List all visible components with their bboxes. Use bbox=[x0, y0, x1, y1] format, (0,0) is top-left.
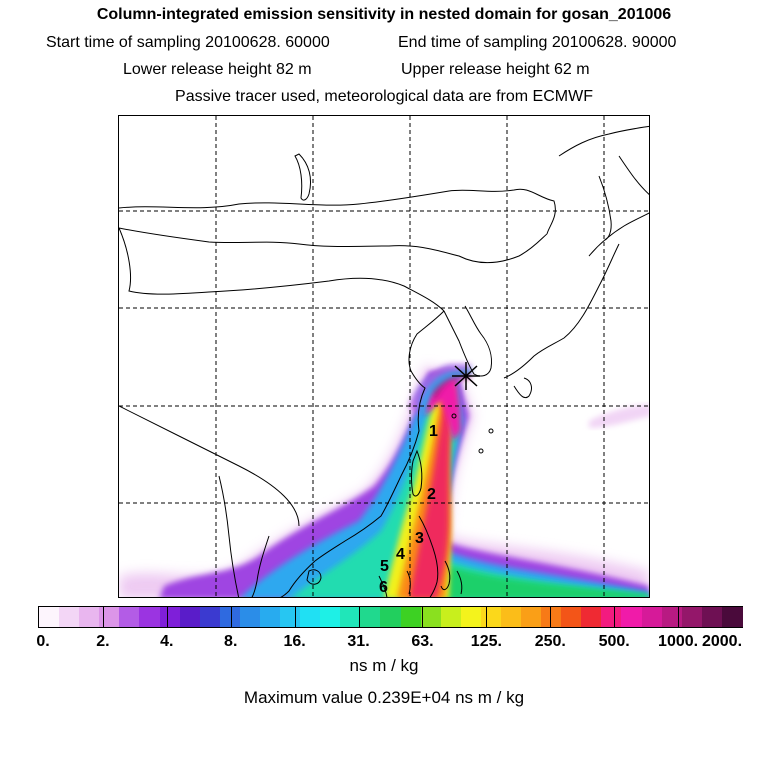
colorbar-swatch bbox=[320, 607, 341, 627]
colorbar-swatch bbox=[521, 607, 542, 627]
colorbar-swatch bbox=[440, 607, 462, 627]
coastlines bbox=[119, 125, 649, 597]
marker-3: 3 bbox=[415, 530, 424, 547]
colorbar-tick-label: 0. bbox=[36, 633, 50, 650]
colorbar-swatch bbox=[179, 607, 201, 627]
colorbar-swatch bbox=[721, 607, 743, 627]
units-label: ns m / kg bbox=[349, 656, 419, 675]
marker-1: 1 bbox=[429, 423, 438, 440]
colorbar-swatch bbox=[380, 607, 402, 627]
map-frame: 1 2 3 4 5 6 bbox=[118, 115, 650, 598]
marker-2: 2 bbox=[427, 486, 436, 503]
colorbar-swatch bbox=[701, 607, 723, 627]
colorbar-swatch bbox=[59, 607, 80, 627]
colorbar-swatch bbox=[480, 607, 502, 627]
colorbar-swatch bbox=[500, 607, 522, 627]
colorbar-swatch bbox=[259, 607, 281, 627]
colorbar-swatch bbox=[541, 607, 562, 627]
colorbar-divider bbox=[102, 607, 104, 627]
colorbar-swatch bbox=[159, 607, 181, 627]
colorbar-tick-label: 31. bbox=[347, 633, 370, 650]
colorbar-divider bbox=[358, 607, 360, 627]
colorbar-swatch bbox=[199, 607, 221, 627]
colorbar-tick-label: 63. bbox=[411, 633, 434, 650]
colorbar-divider bbox=[678, 607, 680, 627]
colorbar-tick-label: 2000. bbox=[701, 633, 743, 650]
colorbar-tick-label: 2. bbox=[96, 633, 110, 650]
colorbar-swatch bbox=[39, 607, 60, 627]
upper-release-height-label: Upper release height 62 m bbox=[401, 61, 590, 78]
colorbar-tick-label: 500. bbox=[598, 633, 630, 650]
plot-title: Column-integrated emission sensitivity i… bbox=[96, 6, 672, 23]
colorbar-tick-label: 250. bbox=[534, 633, 566, 650]
colorbar-swatch bbox=[621, 607, 643, 627]
tracer-label: Passive tracer used, meteorological data… bbox=[175, 88, 593, 105]
colorbar-tick-label: 125. bbox=[470, 633, 502, 650]
marker-4: 4 bbox=[396, 546, 405, 563]
colorbar-tick-label: 1000. bbox=[658, 633, 699, 650]
lat-lon-grid bbox=[119, 116, 649, 597]
colorbar-tick-label: 16. bbox=[283, 633, 306, 650]
colorbar-swatch bbox=[99, 607, 120, 627]
release-site-star-marker bbox=[452, 362, 480, 390]
map-svg: 1 2 3 4 5 6 bbox=[119, 116, 649, 597]
colorbar-swatch bbox=[219, 607, 241, 627]
colorbar-tick-label: 8. bbox=[224, 633, 238, 650]
colorbar-swatch bbox=[79, 607, 100, 627]
colorbar-swatch bbox=[360, 607, 382, 627]
colorbar-swatch bbox=[119, 607, 140, 627]
colorbar-divider bbox=[230, 607, 232, 627]
colorbar-swatch bbox=[661, 607, 683, 627]
marker-5: 5 bbox=[380, 558, 389, 575]
end-time-label: End time of sampling 20100628. 90000 bbox=[398, 34, 677, 51]
colorbar-swatch bbox=[581, 607, 602, 627]
colorbar-tick-label: 4. bbox=[160, 633, 174, 650]
colorbar-divider bbox=[422, 607, 424, 627]
colorbar-swatch bbox=[561, 607, 582, 627]
colorbar-swatch bbox=[400, 607, 422, 627]
colorbar bbox=[38, 606, 743, 628]
colorbar-swatch bbox=[139, 607, 161, 627]
start-time-label: Start time of sampling 20100628. 60000 bbox=[46, 34, 330, 51]
colorbar-swatch bbox=[340, 607, 361, 627]
colorbar-swatch bbox=[601, 607, 623, 627]
colorbar-divider bbox=[614, 607, 616, 627]
colorbar-divider bbox=[166, 607, 168, 627]
colorbar-divider bbox=[486, 607, 488, 627]
colorbar-swatch bbox=[239, 607, 261, 627]
colorbar-swatch bbox=[280, 607, 301, 627]
colorbar-divider bbox=[550, 607, 552, 627]
lower-release-height-label: Lower release height 82 m bbox=[123, 61, 312, 78]
maximum-value-label: Maximum value 0.239E+04 ns m / kg bbox=[243, 688, 525, 707]
colorbar-swatch bbox=[641, 607, 663, 627]
colorbar-swatch bbox=[460, 607, 482, 627]
colorbar-swatch bbox=[681, 607, 703, 627]
colorbar-swatch bbox=[300, 607, 321, 627]
marker-6: 6 bbox=[379, 579, 388, 596]
colorbar-divider bbox=[294, 607, 296, 627]
colorbar-swatch bbox=[420, 607, 442, 627]
